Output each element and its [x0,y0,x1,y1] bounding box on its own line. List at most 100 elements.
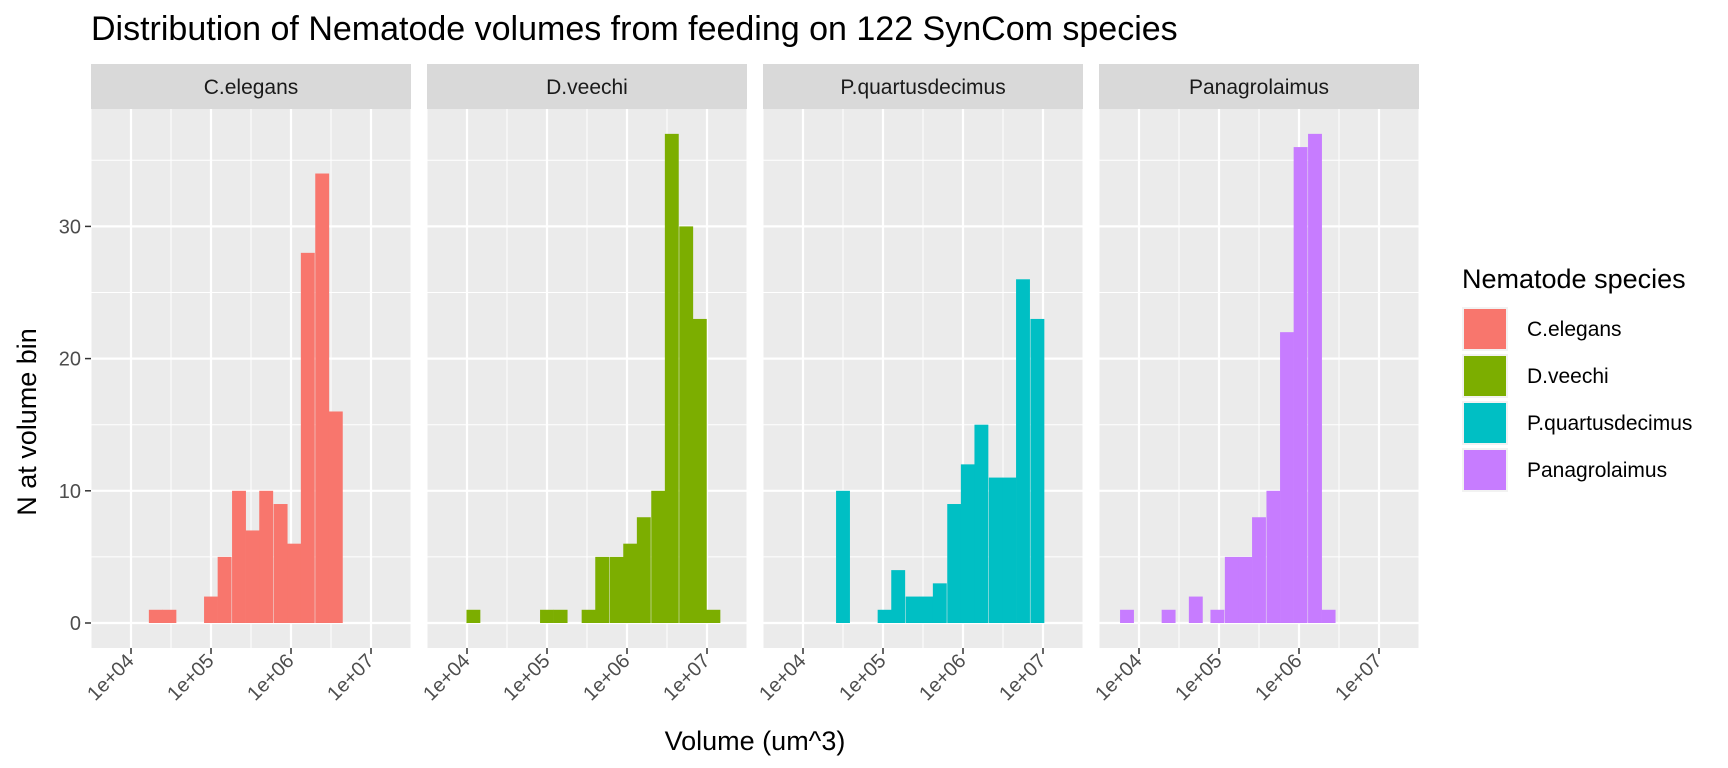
histogram-bar [553,609,568,623]
legend-label: P.quartusdecimus [1527,412,1692,435]
legend-swatch [1464,450,1506,490]
facet-strip [1099,64,1419,109]
histogram-bar [1252,517,1266,623]
x-tick-label: 1e+04 [83,650,138,705]
y-tick-label: 10 [59,481,81,503]
histogram-bar [217,556,232,623]
x-tick-label: 1e+07 [323,650,378,705]
facet-panels: C.elegans 1e+04 1e+05 1e+06 1e+07 D.veechi 1e+… [83,64,1420,705]
legend: Nematode species C.elegans D.veechi P.quar… [1462,264,1692,492]
facet-strip-label: Panagrolaimus [1189,76,1329,99]
legend-label: D.veechi [1527,365,1609,388]
x-tick-label: 1e+07 [1331,650,1386,705]
y-axis: 0 10 20 30 [59,216,91,635]
histogram-bar [1188,596,1203,623]
facet-strip-label: P.quartusdecimus [840,76,1005,99]
facet-panel-4: Panagrolaimus 1e+04 1e+05 1e+06 1e+07 [1091,64,1420,705]
y-tick-label: 30 [59,216,81,238]
histogram-bars [836,279,1045,623]
x-tick-label: 1e+06 [579,650,634,705]
x-tick-label: 1e+05 [835,650,890,705]
histogram-bar [1280,332,1294,623]
histogram-bar [891,570,906,623]
legend-label: Panagrolaimus [1527,459,1667,482]
histogram-bar [1161,609,1176,623]
histogram-bar [204,596,218,623]
histogram-bar [623,543,638,623]
histogram-bars [1120,133,1336,624]
x-tick-label: 1e+06 [915,650,970,705]
legend-title: Nematode species [1462,264,1686,294]
histogram-bar [232,490,246,623]
histogram-bar [581,609,596,623]
x-tick-label: 1e+07 [659,650,714,705]
histogram-bar [947,504,962,623]
histogram-bar [1016,279,1030,623]
histogram-bar [1120,609,1134,623]
histogram-bar [609,556,624,623]
histogram-bars [148,173,343,623]
histogram-bar [651,490,666,623]
histogram-bar [932,583,947,623]
histogram-bar [162,609,177,623]
histogram-bar [692,318,707,623]
facet-panel-3: P.quartusdecimus 1e+04 1e+05 1e+06 1e+07 [755,64,1084,705]
x-tick-label: 1e+04 [419,650,474,705]
legend-swatch [1464,309,1506,349]
x-tick-label: 1e+05 [163,650,218,705]
histogram-bar [836,490,850,623]
histogram-bar [877,609,892,623]
facet-strip [763,64,1083,109]
histogram-bar [1224,556,1239,623]
histogram-bar [960,464,975,623]
histogram-bar [300,252,315,623]
x-tick-label: 1e+05 [1171,650,1226,705]
facet-panel-1: C.elegans 1e+04 1e+05 1e+06 1e+07 [83,64,412,705]
histogram-bar [664,133,679,624]
histogram-bar [1210,609,1225,623]
x-tick-label: 1e+06 [1251,650,1306,705]
histogram-bar [1030,318,1045,623]
x-tick-label: 1e+05 [499,650,554,705]
y-axis-title: N at volume bin [12,328,42,516]
histogram-bar [706,609,721,623]
histogram-bar [988,477,1003,623]
histogram-bar [1266,490,1281,623]
histogram-bar [148,609,163,623]
legend-swatch [1464,403,1506,443]
histogram-bar [287,543,302,623]
chart-title: Distribution of Nematode volumes from fe… [91,10,1178,48]
histogram-bars [466,133,721,624]
legend-item: Panagrolaimus [1462,448,1667,492]
facet-strip [427,64,747,109]
x-tick-label: 1e+06 [243,650,298,705]
x-tick-label: 1e+04 [1091,650,1146,705]
histogram-bar [905,596,920,623]
legend-item: P.quartusdecimus [1462,401,1692,445]
x-tick-label: 1e+07 [995,650,1050,705]
legend-swatch [1464,356,1506,396]
histogram-bar [919,596,934,623]
legend-item: C.elegans [1462,307,1622,351]
histogram-bar [259,490,274,623]
histogram-bar [328,411,343,623]
histogram-bar [466,609,481,623]
histogram-bar [245,530,260,623]
facet-strip-label: C.elegans [204,76,299,99]
histogram-bar [1002,477,1017,623]
histogram-bar [1321,609,1336,623]
histogram-bar [636,517,651,623]
facet-strip [91,64,411,109]
facet-panel-2: D.veechi 1e+04 1e+05 1e+06 1e+07 [419,64,748,705]
legend-label: C.elegans [1527,318,1622,341]
histogram-bar [273,504,288,623]
histogram-bar [315,173,330,623]
histogram-bar [540,609,554,623]
y-tick-label: 0 [70,613,81,635]
histogram-bar [679,226,694,623]
histogram-bar [595,556,610,623]
x-tick-label: 1e+04 [755,650,810,705]
histogram-bar [1238,556,1253,623]
histogram-bar [974,424,989,623]
